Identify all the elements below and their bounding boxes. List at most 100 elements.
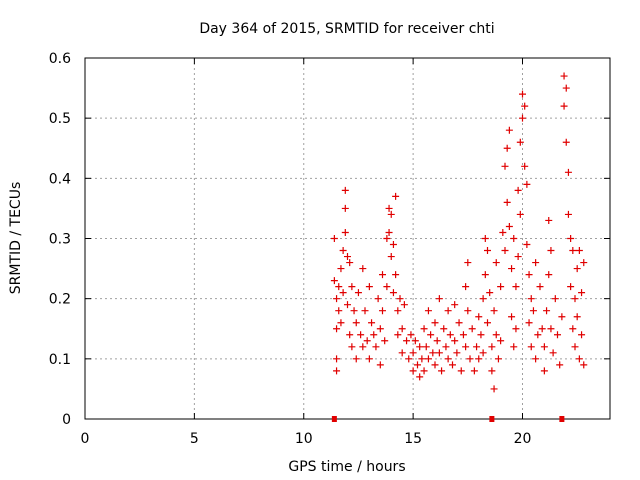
data-point [422, 343, 430, 351]
data-point [354, 289, 362, 297]
x-axis-label: GPS time / hours [288, 459, 405, 475]
data-point [420, 367, 428, 375]
data-point [488, 367, 496, 375]
data-point [464, 259, 472, 267]
data-point [564, 210, 572, 218]
x-tick-label: 0 [81, 431, 90, 447]
data-point [510, 235, 518, 242]
data-point [376, 325, 384, 333]
data-point [475, 355, 483, 363]
data-point [337, 265, 345, 273]
data-point [333, 367, 341, 375]
data-point [484, 247, 491, 255]
data-point [547, 247, 555, 255]
y-tick-label: 0.4 [49, 171, 71, 187]
data-point [394, 307, 402, 315]
data-point [573, 265, 581, 273]
data-point [534, 331, 542, 339]
data-point [409, 349, 417, 357]
data-point [407, 331, 415, 339]
data-point [573, 313, 581, 321]
data-point [560, 102, 568, 110]
data-point [532, 355, 540, 363]
data-point [578, 331, 586, 339]
xaxis-marker [489, 416, 495, 422]
data-point [543, 307, 551, 315]
y-tick-label: 0.2 [49, 292, 71, 308]
data-point [466, 355, 474, 363]
data-point [387, 253, 395, 261]
data-point [385, 228, 393, 236]
data-point [512, 325, 520, 333]
data-point [540, 367, 548, 375]
y-axis-label: SRMTID / TECUs [8, 182, 24, 295]
data-point [451, 337, 459, 345]
data-point [365, 355, 373, 363]
data-point [339, 289, 347, 297]
data-point [503, 144, 511, 152]
data-point [359, 343, 367, 351]
data-point [440, 325, 448, 333]
data-point [335, 283, 343, 291]
data-point [468, 325, 476, 333]
data-point [446, 331, 454, 339]
y-tick-label: 0.1 [49, 352, 71, 368]
data-point [481, 271, 489, 279]
data-point [418, 355, 426, 363]
data-point [455, 319, 463, 327]
data-point [409, 367, 417, 375]
data-point [341, 228, 349, 236]
x-tick-label: 5 [190, 431, 199, 447]
data-point [337, 319, 345, 327]
data-point [396, 295, 404, 303]
data-point [352, 355, 360, 363]
chart-title: Day 364 of 2015, SRMTID for receiver cht… [199, 21, 494, 37]
data-point [477, 331, 485, 339]
data-point [578, 289, 586, 297]
data-point [435, 295, 443, 303]
data-point [330, 235, 338, 242]
data-point [330, 277, 338, 285]
data-point [569, 247, 577, 255]
data-point [492, 259, 500, 267]
axis-ticks: 0 5 10 15 20 0 0.1 0.2 0.3 0.4 0.5 0.6 [49, 51, 610, 447]
data-point [558, 313, 566, 321]
data-point [523, 241, 531, 249]
data-point [457, 367, 465, 375]
data-point [398, 325, 406, 333]
data-point [341, 186, 349, 194]
y-tick-label: 0.3 [49, 232, 71, 248]
data-point [571, 343, 579, 351]
data-point [333, 295, 341, 303]
data-point [519, 114, 526, 122]
data-point [473, 343, 481, 351]
data-point [339, 247, 347, 255]
data-point [540, 343, 548, 351]
xaxis-markers [331, 416, 565, 422]
y-tick-label: 0.6 [49, 51, 71, 67]
data-point [490, 307, 498, 315]
data-point [346, 331, 354, 339]
x-tick-label: 15 [404, 431, 422, 447]
data-point [554, 331, 561, 339]
data-point [379, 271, 386, 279]
data-point [438, 367, 446, 375]
data-point [505, 222, 513, 230]
data-point [525, 271, 533, 279]
data-point [348, 343, 356, 351]
data-point [551, 295, 559, 303]
data-point [459, 331, 467, 339]
data-point [508, 265, 516, 273]
data-point [525, 319, 533, 327]
data-point [444, 355, 452, 363]
data-points [330, 72, 588, 393]
data-point [510, 343, 518, 351]
data-point [398, 349, 406, 357]
data-point [479, 295, 487, 303]
data-point [383, 235, 391, 242]
x-tick-label: 20 [514, 431, 532, 447]
data-point [475, 313, 483, 321]
data-point [449, 361, 456, 369]
data-point [512, 283, 520, 291]
data-point [368, 319, 376, 327]
